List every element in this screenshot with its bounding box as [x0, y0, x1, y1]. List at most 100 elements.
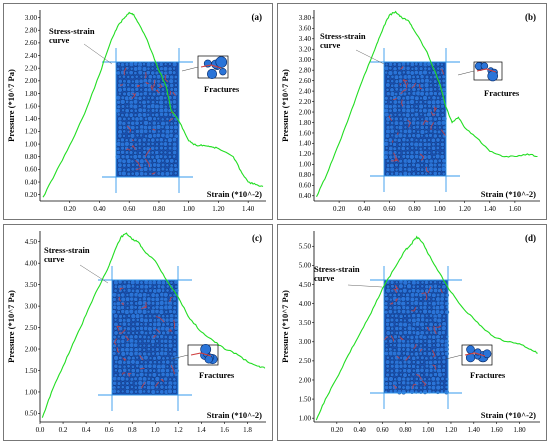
chart-1: 0.40 0.60 0.80 1.00 1.20 1.40 1.60 1.80 2.00 2.20…	[280, 10, 540, 213]
stress-strain-curve	[315, 235, 538, 421]
x-axis-label: Strain (*10^-2)	[481, 189, 536, 199]
y-tick-label: 2.40	[299, 87, 312, 95]
y-tick-label: 2.80	[25, 27, 38, 35]
y-tick-label: 0.50	[25, 410, 38, 418]
y-tick-label: 1.80	[299, 119, 312, 127]
y-tick-label: 1.60	[25, 102, 38, 110]
x-tick-label: 0.20	[64, 205, 77, 213]
panel-label: (c)	[252, 233, 262, 243]
y-tick-label: 2.80	[299, 66, 312, 74]
x-tick-label: 0.80	[153, 205, 166, 213]
y-axis-label: Pressure (*10^7 Pa)	[280, 290, 290, 363]
y-tick-label: 3.40	[299, 35, 312, 43]
x-tick-label: 1.8	[243, 426, 252, 434]
y-tick-label: 3.80	[299, 14, 312, 22]
x-tick-label: 0.60	[383, 205, 396, 213]
y-tick-label: 0.80	[299, 171, 312, 179]
panel-label: (b)	[525, 12, 536, 22]
specimen-sample	[370, 266, 462, 409]
y-tick-label: 2.50	[299, 357, 312, 365]
y-tick-label: 1.50	[25, 367, 38, 375]
x-tick-label: 1.20	[445, 426, 458, 434]
y-tick-label: 1.40	[25, 115, 38, 123]
y-tick-label: 3.50	[299, 319, 312, 327]
x-tick-label: 1.00	[433, 205, 446, 213]
fractures-annotation: Fractures	[484, 88, 520, 98]
fracture-inset	[181, 55, 229, 79]
panel-b: 0.40 0.60 0.80 1.00 1.20 1.40 1.60 1.80 2.00 2.20…	[277, 3, 547, 220]
y-axis-label: Pressure (*10^7 Pa)	[6, 69, 16, 142]
x-tick-label: 0.40	[93, 205, 106, 213]
chart-2: 0.50 1.00 1.50 2.00 2.50 3.00 3.50 4.00 4.50 0.0 0…	[6, 231, 266, 434]
y-tick-label: 2.00	[25, 77, 38, 85]
fracture-inset	[171, 343, 219, 366]
y-tick-label: 3.20	[299, 46, 312, 54]
y-tick-label: 1.20	[25, 128, 38, 136]
y-tick-label: 2.60	[25, 39, 38, 47]
stress-strain-annotation: Stress-strain curve	[314, 264, 360, 283]
stress-strain-curve	[41, 232, 266, 418]
x-tick-label: 0.4	[82, 426, 91, 434]
y-tick-label: 5.00	[299, 262, 312, 270]
y-tick-label: 0.40	[299, 192, 312, 200]
y-tick-label: 2.50	[25, 324, 38, 332]
specimen-sample	[98, 266, 192, 411]
y-tick-label: 0.60	[299, 182, 312, 190]
x-tick-label: 1.4	[197, 426, 206, 434]
y-tick-label: 0.80	[25, 153, 38, 161]
y-tick-label: 3.00	[25, 302, 38, 310]
y-tick-label: 2.60	[299, 77, 312, 85]
y-tick-label: 3.60	[299, 25, 312, 33]
x-tick-label: 1.2	[174, 426, 183, 434]
y-tick-label: 4.50	[299, 281, 312, 289]
x-axis-label: Strain (*10^-2)	[481, 410, 536, 420]
fractures-annotation: Fractures	[199, 370, 235, 380]
x-tick-label: 1.40	[242, 205, 255, 213]
panel-d: 1.00 1.50 2.00 2.50 3.00 3.50 4.00 4.50 5.00 5.50…	[277, 224, 547, 441]
y-axis-label: Pressure (*10^7 Pa)	[6, 290, 16, 363]
x-tick-label: 0.2	[59, 426, 68, 434]
y-tick-label: 0.40	[25, 178, 38, 186]
y-tick-label: 4.00	[299, 300, 312, 308]
y-tick-label: 2.00	[299, 108, 312, 116]
fractures-annotation: Fractures	[204, 84, 240, 94]
x-tick-label: 0.40	[358, 205, 371, 213]
x-tick-label: 0.80	[399, 426, 412, 434]
x-tick-label: 0.40	[354, 426, 367, 434]
x-tick-label: 0.60	[376, 426, 389, 434]
panel-a: 0.20 0.40 0.60 0.80 1.00 1.20 1.40 1.60 1.80 2.00…	[3, 3, 273, 220]
y-tick-label: 1.00	[25, 388, 38, 396]
x-tick-label: 0.80	[408, 205, 421, 213]
x-tick-label: 0.20	[331, 426, 344, 434]
y-tick-label: 1.50	[299, 395, 312, 403]
y-tick-label: 2.00	[25, 345, 38, 353]
fractures-annotation: Fractures	[470, 370, 506, 380]
x-tick-label: 1.60	[491, 426, 504, 434]
x-tick-label: 1.0	[151, 426, 160, 434]
x-tick-label: 1.80	[513, 426, 526, 434]
fracture-inset	[445, 344, 493, 366]
y-tick-label: 3.00	[299, 56, 312, 64]
x-tick-label: 1.40	[484, 205, 497, 213]
x-tick-label: 1.60	[509, 205, 522, 213]
x-tick-label: 1.20	[459, 205, 472, 213]
y-tick-label: 1.20	[299, 150, 312, 158]
y-tick-label: 3.50	[25, 281, 38, 289]
specimen-sample	[370, 48, 460, 192]
stress-strain-curve	[316, 10, 538, 198]
x-axis-label: Strain (*10^-2)	[207, 189, 262, 199]
stress-strain-curve	[42, 11, 264, 198]
chart-3: 1.00 1.50 2.00 2.50 3.00 3.50 4.00 4.50 5.00 5.50…	[280, 231, 540, 434]
y-tick-label: 0.60	[25, 166, 38, 174]
stress-strain-annotation: Stress-strain curve	[44, 245, 90, 264]
x-tick-label: 1.00	[422, 426, 435, 434]
y-tick-label: 2.20	[25, 64, 38, 72]
y-tick-label: 0.20	[25, 191, 38, 199]
y-tick-label: 5.50	[299, 243, 312, 251]
y-tick-label: 3.00	[299, 338, 312, 346]
fracture-inset	[457, 61, 503, 82]
y-tick-label: 2.20	[299, 98, 312, 106]
y-tick-label: 1.80	[25, 90, 38, 98]
x-tick-label: 1.20	[212, 205, 225, 213]
x-tick-label: 1.6	[220, 426, 229, 434]
